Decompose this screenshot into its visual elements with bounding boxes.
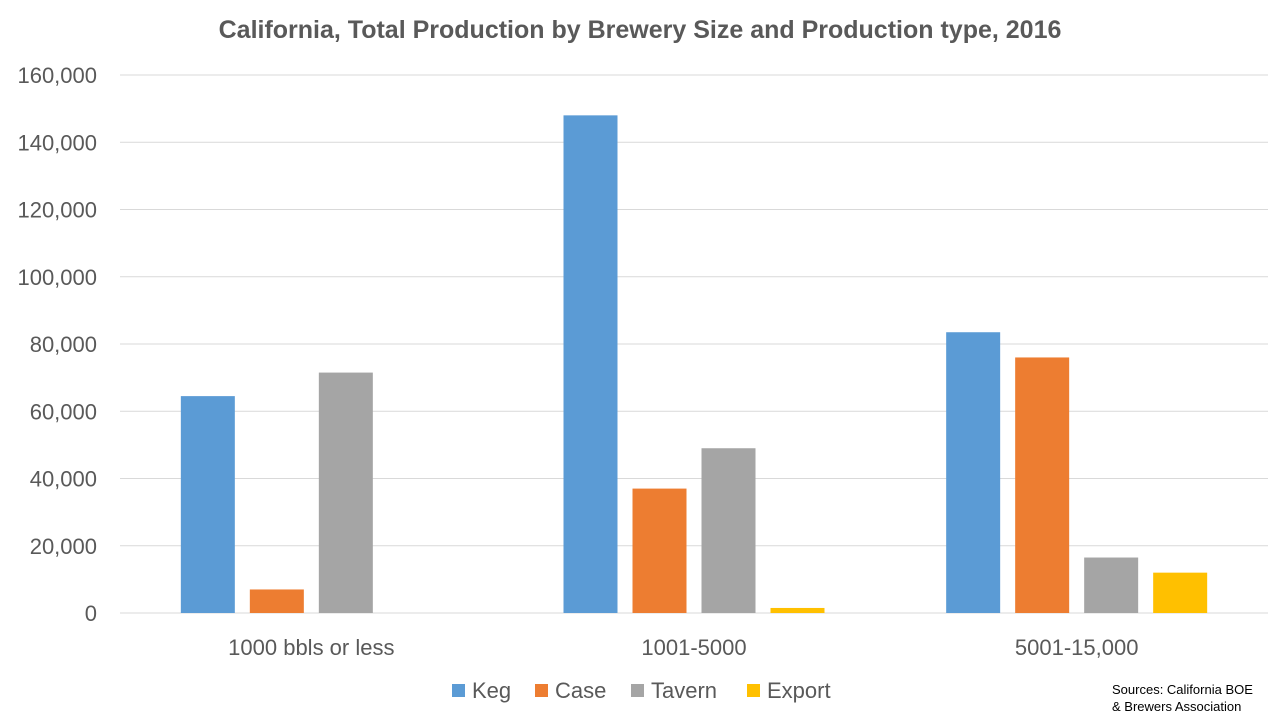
bar-case-2	[1015, 357, 1070, 613]
legend-label-export: Export	[767, 678, 831, 703]
y-tick-label: 20,000	[30, 534, 97, 559]
legend: Keg Case Tavern Export	[452, 678, 831, 703]
bars-layer	[180, 115, 1208, 613]
legend-label-tavern: Tavern	[651, 678, 717, 703]
y-tick-label: 100,000	[17, 265, 97, 290]
y-tick-label: 60,000	[30, 399, 97, 424]
bar-keg-2	[946, 332, 1001, 613]
source-note-line-2: & Brewers Association	[1112, 699, 1241, 714]
bar-tavern-2	[1084, 557, 1139, 613]
bar-tavern-1	[701, 448, 756, 613]
x-category-label: 1001-5000	[641, 635, 746, 660]
source-note-line-1: Sources: California BOE	[1112, 682, 1253, 697]
legend-swatch-tavern	[631, 684, 644, 697]
x-axis-categories: 1000 bbls or less 1001-5000 5001-15,000	[228, 635, 1138, 660]
y-tick-label: 120,000	[17, 198, 97, 223]
bar-keg-0	[180, 396, 235, 613]
legend-swatch-keg	[452, 684, 465, 697]
legend-label-case: Case	[555, 678, 606, 703]
grid-layer	[120, 74, 1268, 614]
y-tick-label: 0	[85, 601, 97, 626]
y-tick-label: 40,000	[30, 467, 97, 492]
bar-tavern-0	[318, 372, 373, 613]
y-tick-label: 80,000	[30, 332, 97, 357]
chart-title: California, Total Production by Brewery …	[219, 16, 1062, 44]
bar-keg-1	[563, 115, 618, 613]
y-axis-ticks: 0 20,000 40,000 60,000 80,000 100,000 120,000 1…	[17, 63, 97, 626]
y-tick-label: 140,000	[17, 130, 97, 155]
bar-export-1	[770, 607, 825, 613]
y-tick-label: 160,000	[17, 63, 97, 88]
x-category-label: 1000 bbls or less	[228, 635, 394, 660]
bar-export-2	[1153, 572, 1208, 613]
legend-swatch-case	[535, 684, 548, 697]
legend-swatch-export	[747, 684, 760, 697]
bar-case-1	[632, 488, 687, 613]
x-category-label: 5001-15,000	[1015, 635, 1139, 660]
bar-case-0	[249, 589, 304, 613]
legend-label-keg: Keg	[472, 678, 511, 703]
